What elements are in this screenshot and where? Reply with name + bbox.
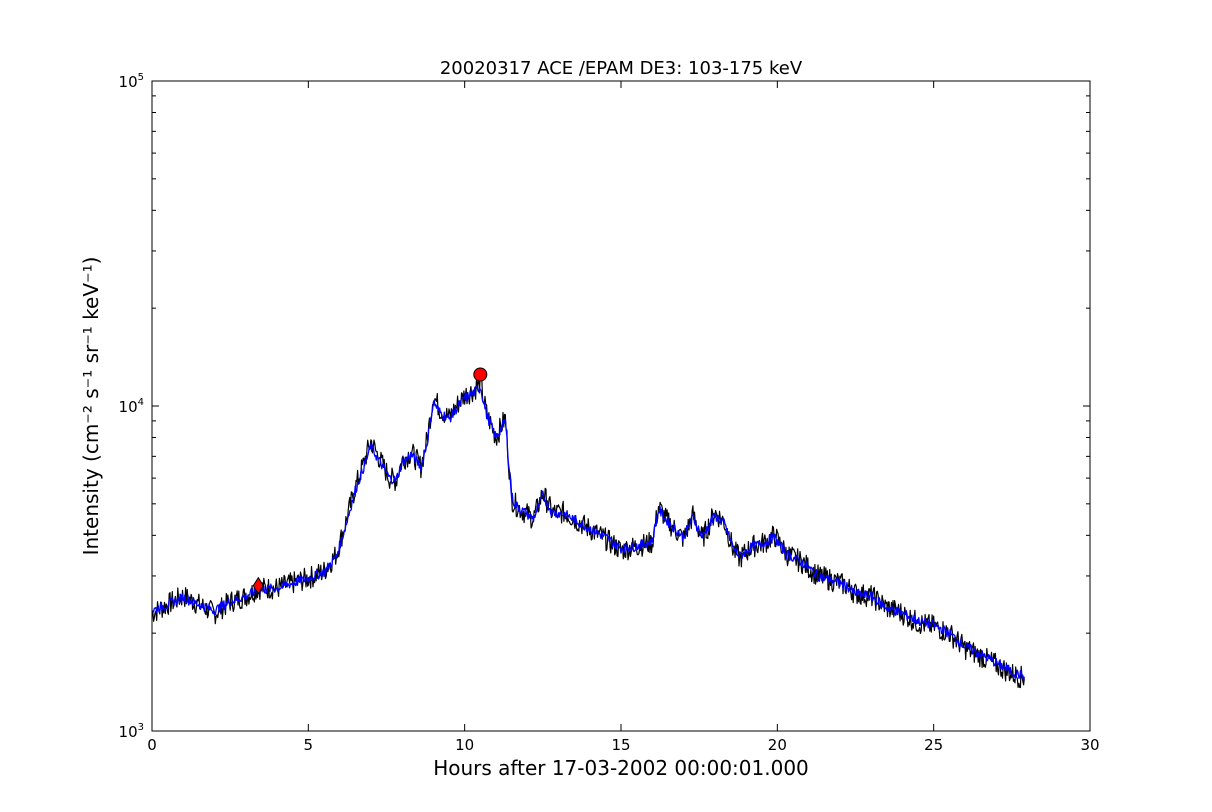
y-tick-label: 104 bbox=[119, 397, 144, 416]
plot-area bbox=[151, 80, 1091, 732]
y-tick-labels: 103 104 105 bbox=[119, 72, 144, 741]
chart-title: 20020317 ACE /EPAM DE3: 103-175 keV bbox=[440, 58, 803, 79]
y-tick-label: 105 bbox=[119, 72, 144, 91]
x-tick-label: 0 bbox=[147, 736, 157, 754]
x-tick-label: 5 bbox=[304, 736, 314, 754]
x-tick-labels: 0 5 10 15 20 25 30 bbox=[147, 736, 1099, 754]
marker-circle bbox=[473, 367, 488, 382]
y-tick-label: 103 bbox=[119, 722, 144, 741]
marker-layer bbox=[252, 367, 488, 595]
series-line-smoothed bbox=[152, 386, 1025, 682]
x-tick-label: 20 bbox=[768, 736, 787, 754]
series-line-raw bbox=[152, 371, 1025, 689]
marker-diamond bbox=[252, 576, 264, 595]
y-axis-label: Intensity (cm⁻² s⁻¹ sr⁻¹ keV⁻¹) bbox=[79, 257, 103, 556]
x-tick-label: 15 bbox=[611, 736, 630, 754]
tick-layer bbox=[151, 80, 1091, 732]
x-tick-label: 10 bbox=[455, 736, 474, 754]
x-tick-label: 30 bbox=[1080, 736, 1099, 754]
x-tick-label: 25 bbox=[924, 736, 943, 754]
x-axis-label: Hours after 17-03-2002 00:00:01.000 bbox=[433, 756, 809, 780]
series-layer bbox=[152, 371, 1025, 689]
